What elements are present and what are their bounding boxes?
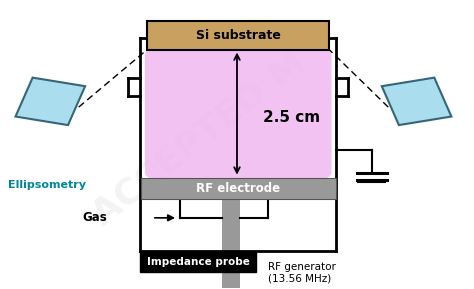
Bar xyxy=(141,177,336,199)
Text: Ellipsometry: Ellipsometry xyxy=(8,180,86,190)
Bar xyxy=(222,199,240,252)
FancyBboxPatch shape xyxy=(145,48,331,179)
Text: Gas: Gas xyxy=(82,211,107,224)
Text: Si substrate: Si substrate xyxy=(196,29,281,42)
Text: RF electrode: RF electrode xyxy=(196,182,280,195)
Text: ACCEPTED M: ACCEPTED M xyxy=(86,45,311,232)
Bar xyxy=(222,252,240,289)
Text: Impedance probe: Impedance probe xyxy=(146,257,249,267)
Text: 2.5 cm: 2.5 cm xyxy=(263,110,320,125)
Bar xyxy=(16,78,85,125)
Text: RF generator
(13.56 MHz): RF generator (13.56 MHz) xyxy=(268,262,336,283)
Bar xyxy=(140,252,256,273)
Bar xyxy=(382,78,451,125)
Bar xyxy=(147,21,329,50)
